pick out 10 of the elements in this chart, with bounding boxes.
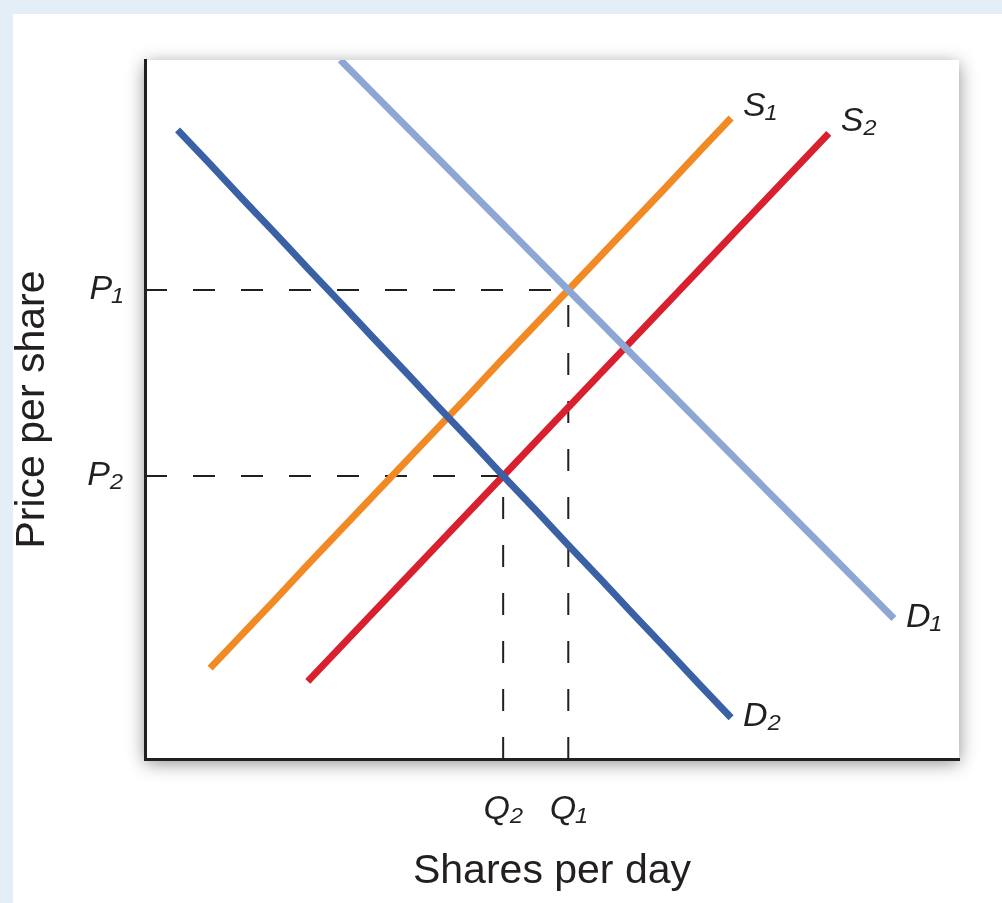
series-label: D₁ (905, 595, 942, 634)
series-label: D₂ (743, 694, 781, 733)
ref-line-label: P₂ (87, 454, 124, 493)
x-tick-label: Q₂ (483, 787, 523, 826)
x-tick-label: Q₁ (549, 787, 587, 826)
series-label: S₂ (840, 100, 877, 139)
ref-line-label: P₁ (89, 268, 123, 307)
x-axis-title: Shares per day (412, 845, 692, 892)
series-label: S₁ (743, 85, 777, 124)
y-axis-title: Price per share (6, 270, 53, 549)
